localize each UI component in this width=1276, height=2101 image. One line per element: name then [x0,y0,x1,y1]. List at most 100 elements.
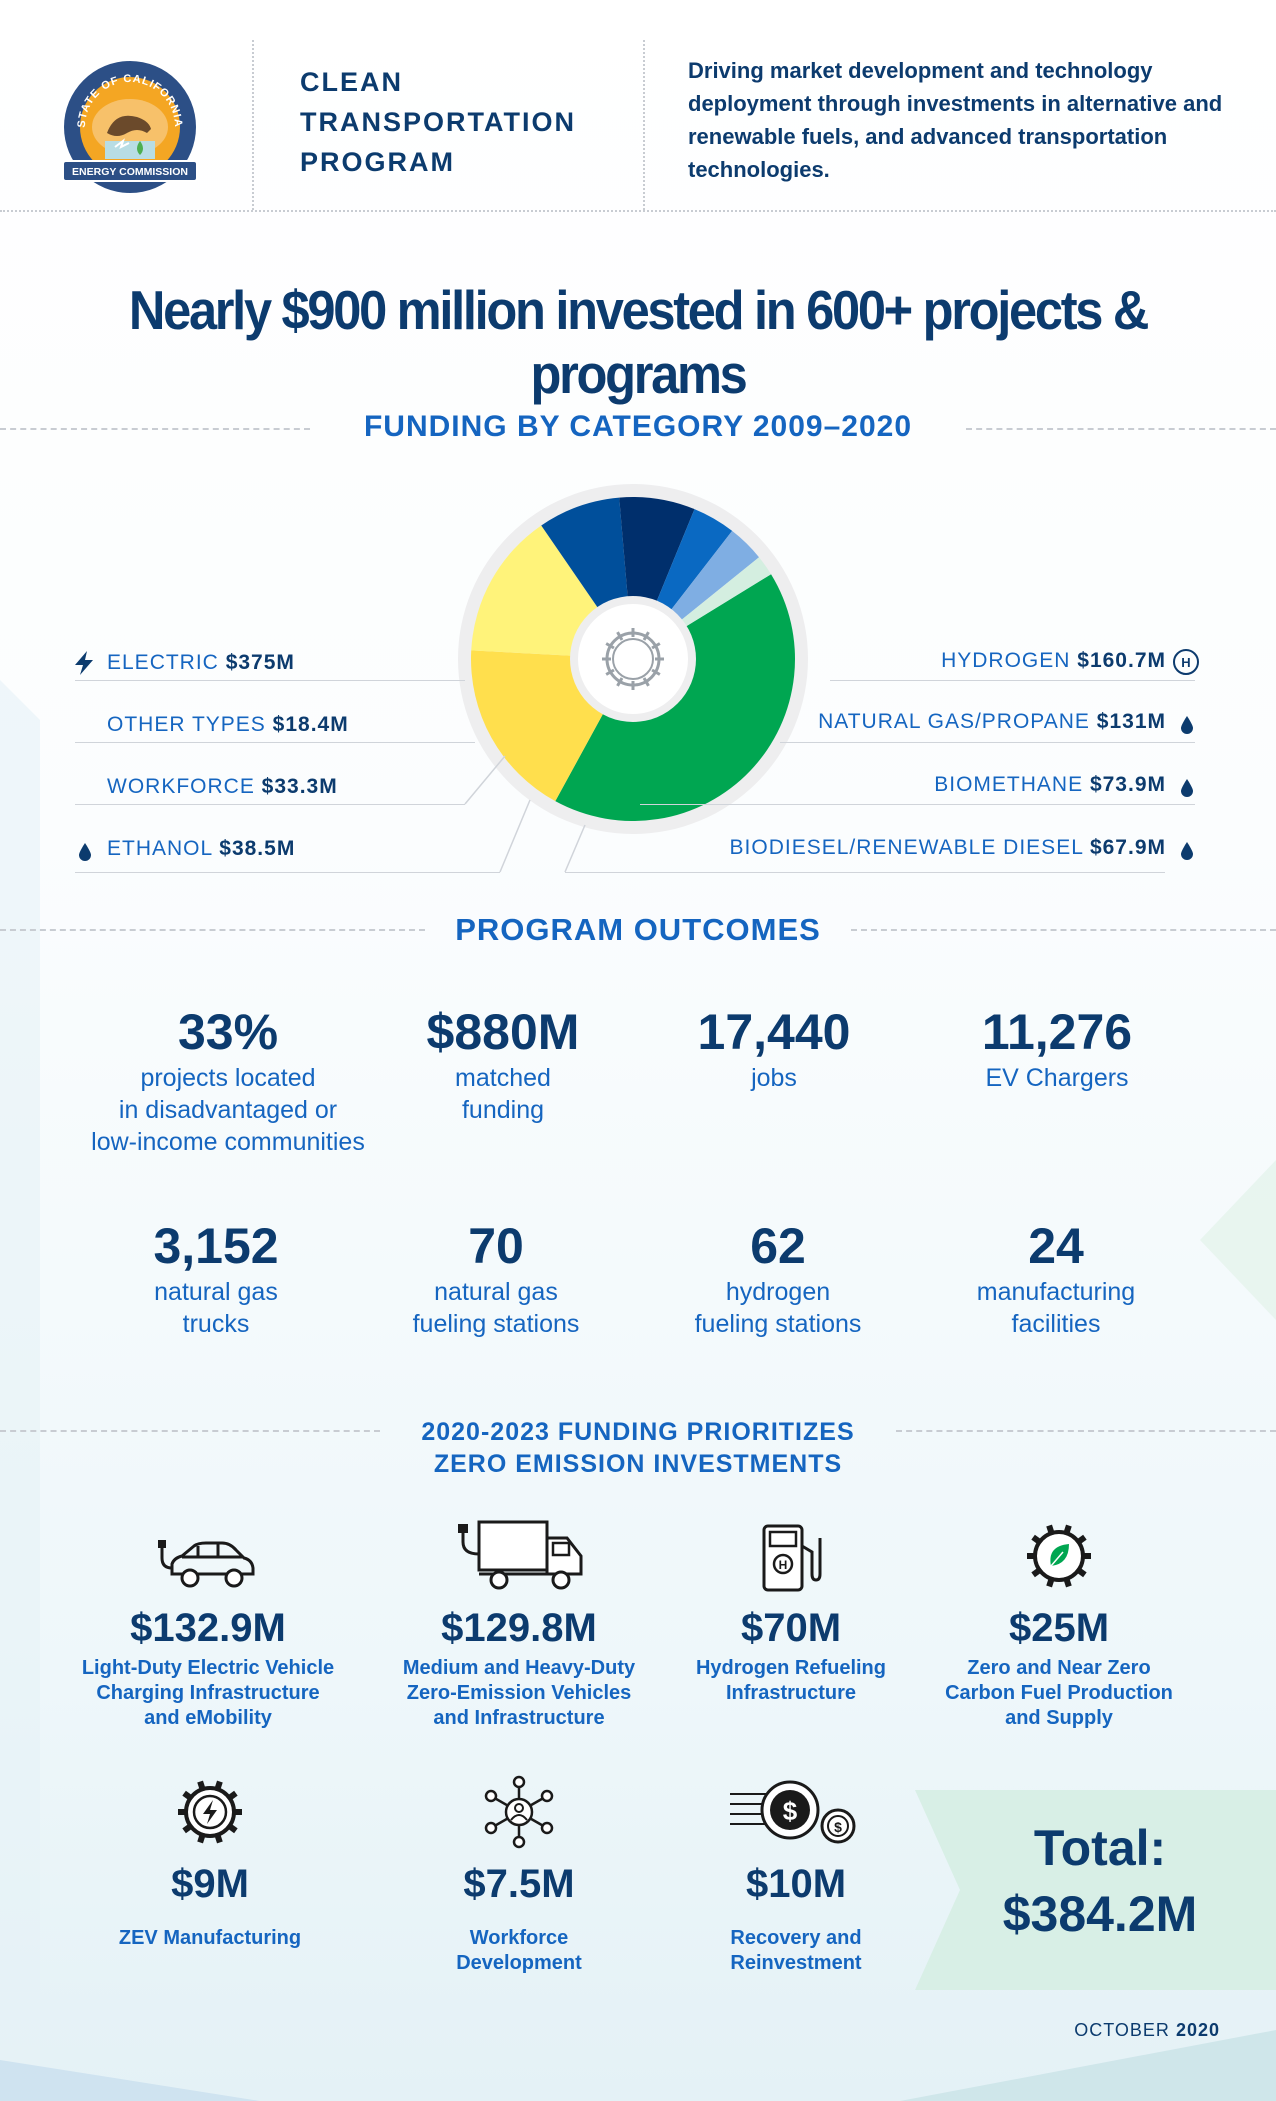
priority-amount: $9M [171,1862,249,1906]
priority-desc: and Supply [1005,1707,1113,1729]
outcome-stat: 24 manufacturing facilities [896,1216,1216,1340]
outcome-stat: 11,276 EV Chargers [897,1002,1217,1094]
pie-label-ethanol: ETHANOL $38.5M [107,837,295,861]
priority-desc: Charging Infrastructure [96,1682,320,1704]
label-leader-line [830,680,1195,681]
date-month: OCTOBER [1074,2020,1170,2040]
category-name: WORKFORCE [107,775,255,798]
outcome-stat: $880M matched funding [343,1002,663,1126]
priority-desc: Light-Duty Electric Vehicle [81,1657,335,1679]
priority-amount: $70M [740,1606,842,1650]
outcome-text: natural gas [154,1278,278,1306]
svg-text:H: H [779,1558,788,1572]
category-amount: $67.9M [1089,836,1166,859]
dollar-coins-icon: $ $ [730,1780,856,1844]
category-name: ELECTRIC [107,651,219,674]
priorities-title-line: 2020-2023 FUNDING PRIORITIZES [421,1418,855,1446]
pie-center [578,604,688,714]
category-name: OTHER TYPES [107,713,266,736]
priorities-title-line: ZERO EMISSION INVESTMENTS [433,1450,843,1478]
outcome-text: funding [461,1096,545,1124]
leader-connectors [464,755,586,873]
energy-commission-logo: STATE OF CALIFORNIA ENERGY COMMISSION [55,55,205,195]
priority-item: $129.8M Medium and Heavy-Duty Zero-Emiss… [369,1512,669,1731]
category-amount: $160.7M [1077,649,1166,672]
lightning-icon [75,651,93,675]
workforce-network-icon [484,1775,554,1849]
outcome-stat: 17,440 jobs [614,1002,934,1094]
category-amount: $33.3M [261,775,338,798]
header-divider [252,40,254,210]
header-divider [643,40,645,210]
priority-desc: Hydrogen Refueling [695,1657,886,1679]
outcome-value: 3,152 [153,1218,279,1274]
program-description: Driving market development and technolog… [688,58,1223,182]
outcome-text: facilities [1011,1310,1101,1338]
label-leader-line [75,680,465,681]
category-amount: $131M [1096,710,1166,733]
program-title-line: PROGRAM [300,147,455,177]
outcome-text: EV Chargers [985,1064,1129,1092]
pie-label-biomethane: BIOMETHANE $73.9M [934,773,1166,797]
label-leader-line [75,872,500,873]
priority-desc: Zero-Emission Vehicles [406,1682,632,1704]
total-label: Total: [1033,1820,1167,1876]
priority-item: $25M Zero and Near Zero Carbon Fuel Prod… [909,1512,1209,1731]
electric-car-icon [158,1540,255,1588]
publication-date: OCTOBER 2020 [1020,2020,1220,2041]
program-title-line: TRANSPORTATION [300,107,576,137]
priority-amount: $129.8M [441,1606,597,1650]
label-leader-line [75,742,475,743]
pie-label-hydrogen: HYDROGEN $160.7M [941,649,1166,673]
label-leader-line [75,804,465,805]
priority-desc: ZEV Manufacturing [118,1927,302,1949]
electric-truck-icon [458,1520,583,1590]
lightning-gear-icon [178,1780,242,1844]
priority-amount: $132.9M [130,1606,286,1650]
outcome-value: 11,276 [981,1004,1133,1060]
svg-text:$: $ [783,1796,798,1826]
pie-label-biodiesel: BIODIESEL/RENEWABLE DIESEL $67.9M [730,836,1166,860]
priority-item: $7.5M Workforce Development [369,1768,669,1976]
label-leader-line [565,872,1165,873]
priorities-title: 2020-2023 FUNDING PRIORITIZES ZERO EMISS… [380,1416,896,1480]
category-name: BIOMETHANE [934,773,1084,796]
hydrogen-pump-icon: H [762,1524,822,1592]
funding-category-title: FUNDING BY CATEGORY 2009–2020 [363,410,913,443]
outcome-value: 24 [1028,1218,1084,1274]
leaf-gear-icon [1027,1524,1091,1588]
category-name: NATURAL GAS/PROPANE [818,710,1090,733]
outcome-value: 62 [750,1218,806,1274]
logo-banner-text: ENERGY COMMISSION [72,166,188,178]
droplet-icon [1181,779,1193,797]
priority-item: $ $ $10M Recovery and Reinvestment [646,1768,946,1976]
outcome-text: jobs [751,1064,797,1092]
outcome-stat: 33% projects located in disadvantaged or… [68,1002,388,1158]
date-year: 2020 [1175,2020,1220,2040]
label-leader-line [780,742,1195,743]
outcome-value: $880M [426,1004,580,1060]
outcome-stat: 62 hydrogen fueling stations [618,1216,938,1340]
priority-desc: Infrastructure [725,1682,857,1704]
category-amount: $18.4M [272,713,349,736]
section-rule [0,428,310,430]
pie-label-workforce: WORKFORCE $33.3M [107,775,338,799]
priority-desc: Medium and Heavy-Duty [402,1657,636,1679]
outcome-value: 70 [468,1218,524,1274]
priority-desc: Workforce [469,1927,569,1949]
section-rule [896,1430,1276,1432]
headline: Nearly $900 million invested in 600+ pro… [128,279,1150,405]
outcome-text: low-income communities [91,1128,365,1156]
outcome-stat: 70 natural gas fueling stations [336,1216,656,1340]
category-name: ETHANOL [107,837,213,860]
outcome-text: projects located [140,1064,316,1092]
priority-desc: Carbon Fuel Production [945,1682,1173,1704]
priority-desc: Development [456,1952,582,1974]
priority-amount: $7.5M [463,1862,575,1906]
total-banner [915,1790,1276,1990]
priority-desc: Recovery and [730,1927,862,1949]
droplet-icon [1181,716,1193,734]
label-leader-line [640,804,1195,805]
program-outcomes-title: PROGRAM OUTCOMES [455,912,821,947]
priority-item: $132.9M Light-Duty Electric Vehicle Char… [58,1512,358,1731]
